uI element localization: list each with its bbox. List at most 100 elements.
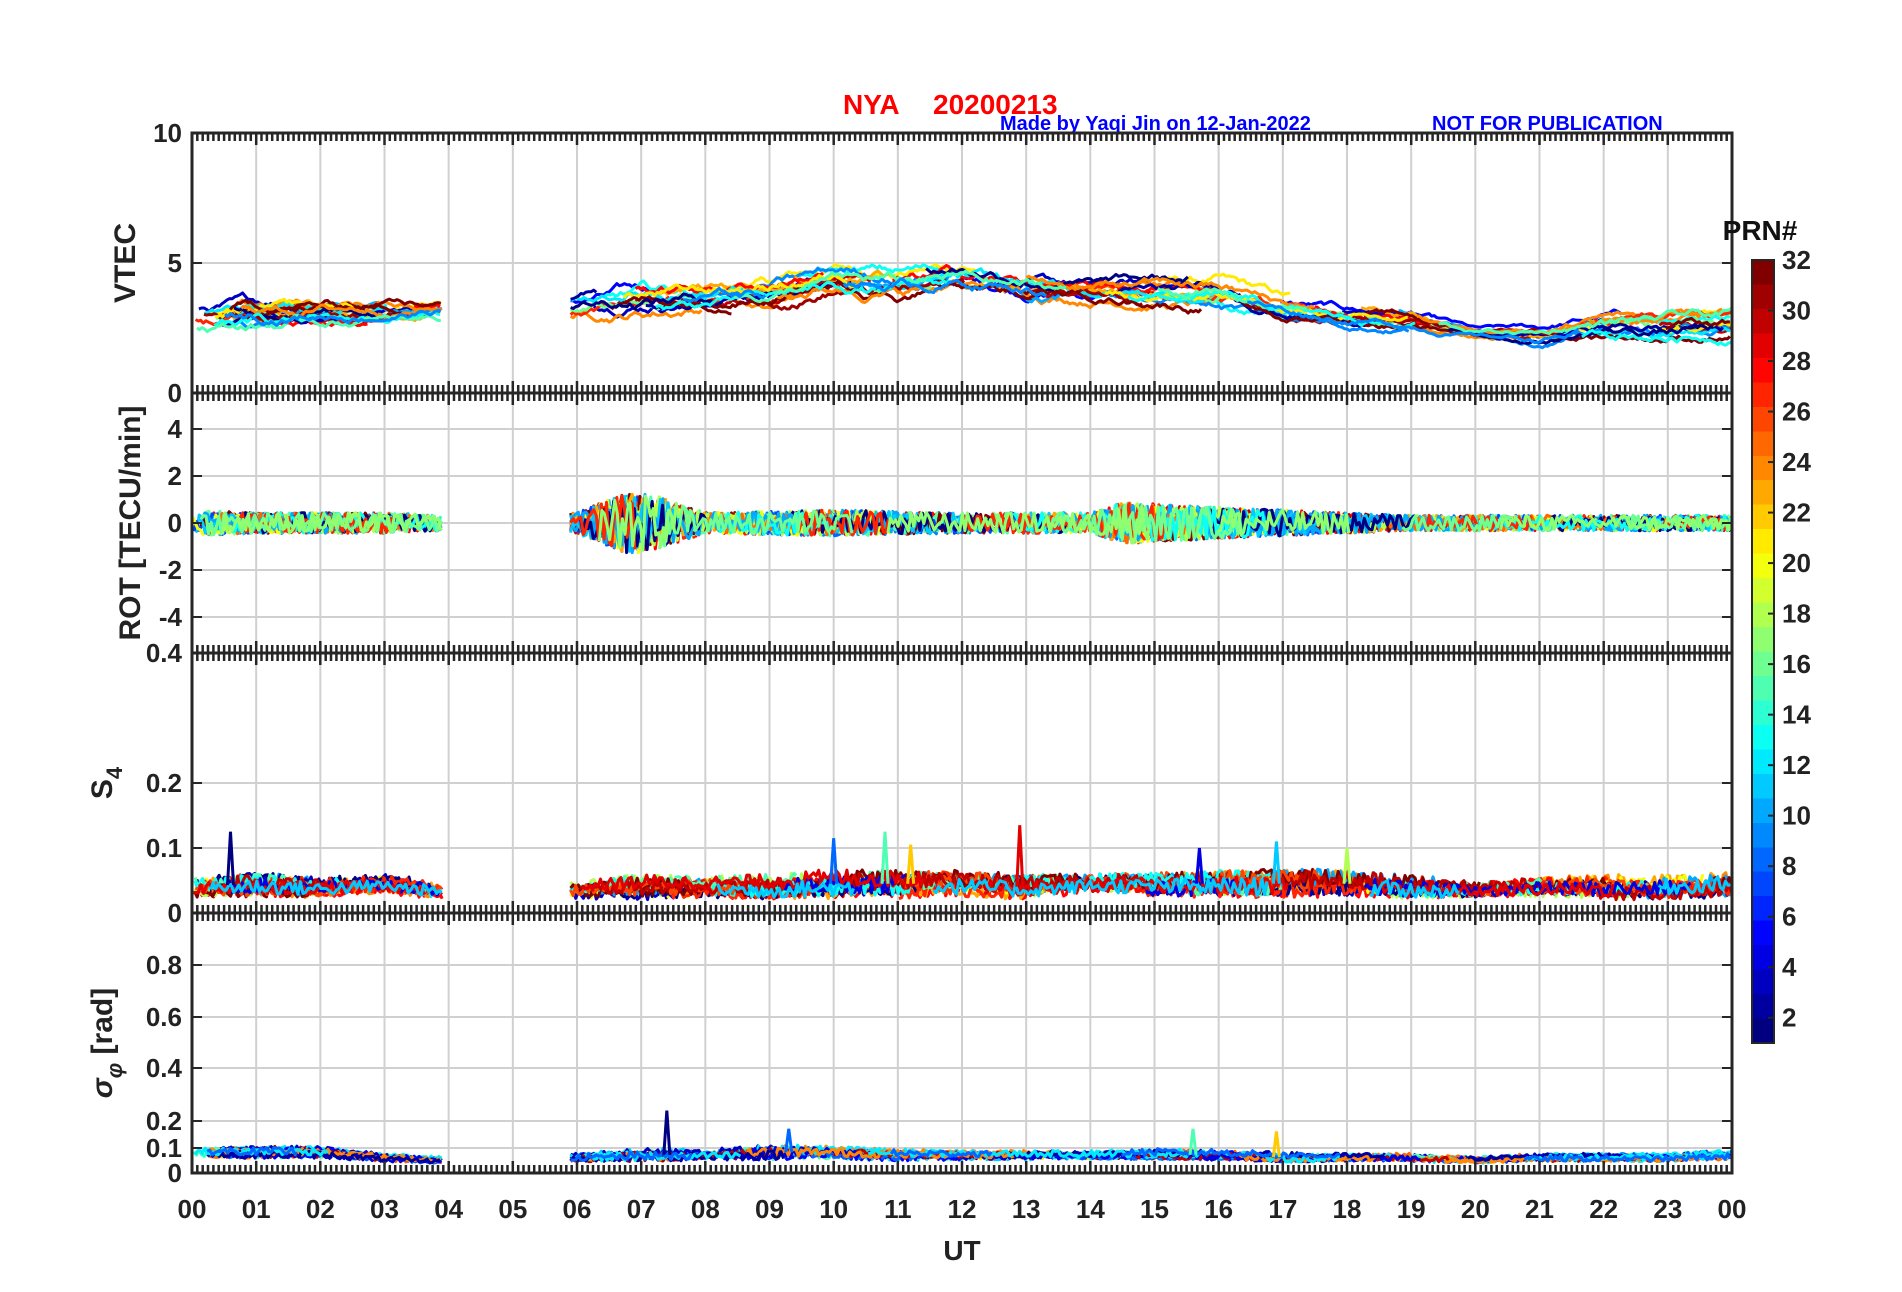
trace-prn-15 (1438, 307, 1732, 336)
trace-prn-9 (1247, 300, 1580, 345)
colorbar-tick-label: 2 (1782, 1003, 1796, 1033)
trace-prn-8 (570, 1150, 693, 1162)
trace-prn-16 (657, 504, 854, 550)
y-tick-label: 0.1 (146, 833, 182, 863)
colorbar-tick-label: 24 (1782, 447, 1811, 477)
trace-prn-11 (716, 879, 855, 899)
spike-mark (829, 838, 839, 884)
spike-mark (1271, 841, 1281, 884)
x-tick-label: 11 (884, 1194, 912, 1224)
trace-prn-32 (1022, 288, 1203, 315)
x-tick-label: 07 (627, 1194, 656, 1224)
x-tick-label: 14 (1076, 1194, 1105, 1224)
y-tick-label: 2 (168, 461, 182, 491)
x-tick-label: 22 (1589, 1194, 1618, 1224)
colorbar-tick-label: 32 (1782, 245, 1811, 275)
y-axis-label-vtec: VTEC (109, 223, 142, 303)
trace-prn-9 (842, 277, 1047, 297)
trace-prn-17 (221, 511, 443, 535)
y-axis-label-sigma_phi: σφ [rad] (86, 988, 127, 1098)
x-tick-label: 21 (1525, 1194, 1554, 1224)
trace-prn-8 (1523, 1152, 1732, 1163)
spike-mark (906, 844, 916, 884)
credit-label: Made by Yaqi Jin on 12-Jan-2022 (1000, 113, 1311, 135)
trace-prn-27 (796, 508, 890, 537)
spike-mark (1194, 847, 1204, 884)
colorbar-tick-label: 4 (1782, 952, 1797, 982)
x-tick-label: 17 (1268, 1194, 1297, 1224)
trace-prn-30 (226, 874, 332, 893)
y-axis-label-sub: φ (102, 1063, 127, 1078)
spike-mark (1342, 847, 1352, 884)
y-tick-label: 5 (168, 248, 182, 278)
panel-rot: 0 2 4 -4 -2 ROT [TECU/min] (114, 391, 1734, 655)
trace-prn-32 (1665, 316, 1730, 331)
trace-prn-11 (1657, 875, 1731, 896)
trace-prn-24 (1416, 307, 1723, 335)
x-tick-label: 01 (242, 1194, 271, 1224)
y-tick-label: 10 (153, 118, 182, 148)
trace-prn-8 (206, 1146, 298, 1157)
colorbar-bar (1751, 259, 1775, 1044)
trace-prn-17 (1217, 508, 1351, 537)
panel-sigma_phi: 00.10.2 0.4 0.6 0.8 σφ [rad] (86, 911, 1734, 1188)
figure-title: NYA 20200213 Made by Yaqi Jin on 12-Jan-… (843, 89, 1663, 135)
colorbar-tick-label: 22 (1782, 498, 1811, 528)
trace-prn-9 (683, 286, 767, 303)
x-tick-label: 12 (948, 1194, 977, 1224)
date-label: 20200213 (933, 89, 1058, 120)
trace-prn-13 (1581, 328, 1732, 347)
x-tick-label: 08 (691, 1194, 720, 1224)
x-tick-label: 06 (563, 1194, 592, 1224)
x-minor-ticks (196, 653, 1728, 913)
spike-mark (1271, 1131, 1281, 1158)
y-tick-label: 0 (168, 1158, 182, 1188)
trace-prn-32 (612, 295, 732, 316)
trace-prn-8 (890, 1148, 993, 1159)
y-tick-label: 0.2 (146, 1106, 182, 1136)
trace-prn-11 (932, 876, 1269, 898)
colorbar-tick-label: 16 (1782, 649, 1811, 679)
y-tick-label: 0.6 (146, 1002, 182, 1032)
trace-prn-30 (1594, 881, 1732, 902)
y-tick-label: 0.2 (146, 768, 182, 798)
y-axis-label-main: S (86, 779, 119, 799)
notice-label: NOT FOR PUBLICATION (1432, 113, 1663, 135)
spike-mark (662, 1110, 672, 1155)
traces-vtec (194, 263, 1732, 350)
y-axis-label-rot: ROT [TECU/min] (114, 406, 147, 641)
colorbar-tick-label: 14 (1782, 700, 1811, 730)
trace-prn-21 (622, 273, 856, 299)
x-tick-label: 05 (498, 1194, 527, 1224)
y-tick-label: 0 (168, 898, 182, 928)
y-axis-label-unit: [rad] (86, 988, 119, 1063)
y-axis-label-sub: 4 (102, 766, 127, 779)
y-tick-label: 0.4 (146, 1053, 183, 1083)
colorbar-tick-label: 8 (1782, 851, 1796, 881)
x-tick-label: 02 (306, 1194, 335, 1224)
colorbar-tick-label: 20 (1782, 548, 1811, 578)
x-tick-label: 18 (1333, 1194, 1362, 1224)
trace-prn-27 (569, 494, 637, 550)
colorbar-tick-label: 10 (1782, 801, 1811, 831)
x-tick-label: 10 (819, 1194, 848, 1224)
panel-vtec: 0 5 10 VTEC (109, 118, 1734, 408)
trace-prn-1 (1208, 507, 1417, 539)
panel-s4: 0 0.1 0.2 0.4 S4 (86, 638, 1734, 928)
x-tick-label: 00 (1718, 1194, 1747, 1224)
x-tick-label: 19 (1397, 1194, 1426, 1224)
trace-prn-1 (570, 292, 713, 311)
x-tick-label: 04 (434, 1194, 463, 1224)
spike-mark (784, 1128, 794, 1153)
colorbar-tick-label: 12 (1782, 750, 1811, 780)
trace-prn-16 (1401, 514, 1512, 533)
y-tick-label: 0 (168, 378, 182, 408)
traces-s4 (193, 825, 1732, 902)
spike-mark (880, 831, 890, 884)
x-tick-label: 13 (1012, 1194, 1041, 1224)
y-tick-label: 4 (168, 414, 183, 444)
colorbar-title: PRN# (1723, 215, 1798, 246)
